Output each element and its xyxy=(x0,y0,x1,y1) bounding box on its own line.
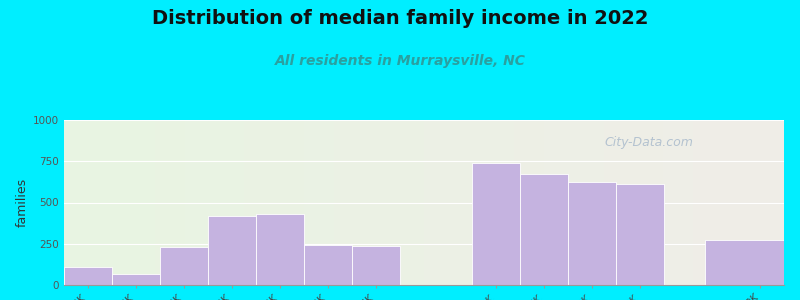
Y-axis label: families: families xyxy=(16,178,29,227)
Bar xyxy=(568,182,616,285)
Text: Distribution of median family income in 2022: Distribution of median family income in … xyxy=(152,9,648,28)
Bar xyxy=(705,240,800,285)
Bar xyxy=(64,267,112,285)
Bar xyxy=(256,214,304,285)
Bar xyxy=(112,274,160,285)
Text: All residents in Murraysville, NC: All residents in Murraysville, NC xyxy=(274,54,526,68)
Bar xyxy=(520,174,568,285)
Bar xyxy=(616,184,664,285)
Bar xyxy=(472,163,520,285)
Bar xyxy=(352,246,400,285)
Text: City-Data.com: City-Data.com xyxy=(604,136,693,149)
Bar xyxy=(208,216,256,285)
Bar xyxy=(304,245,352,285)
Bar xyxy=(160,247,208,285)
